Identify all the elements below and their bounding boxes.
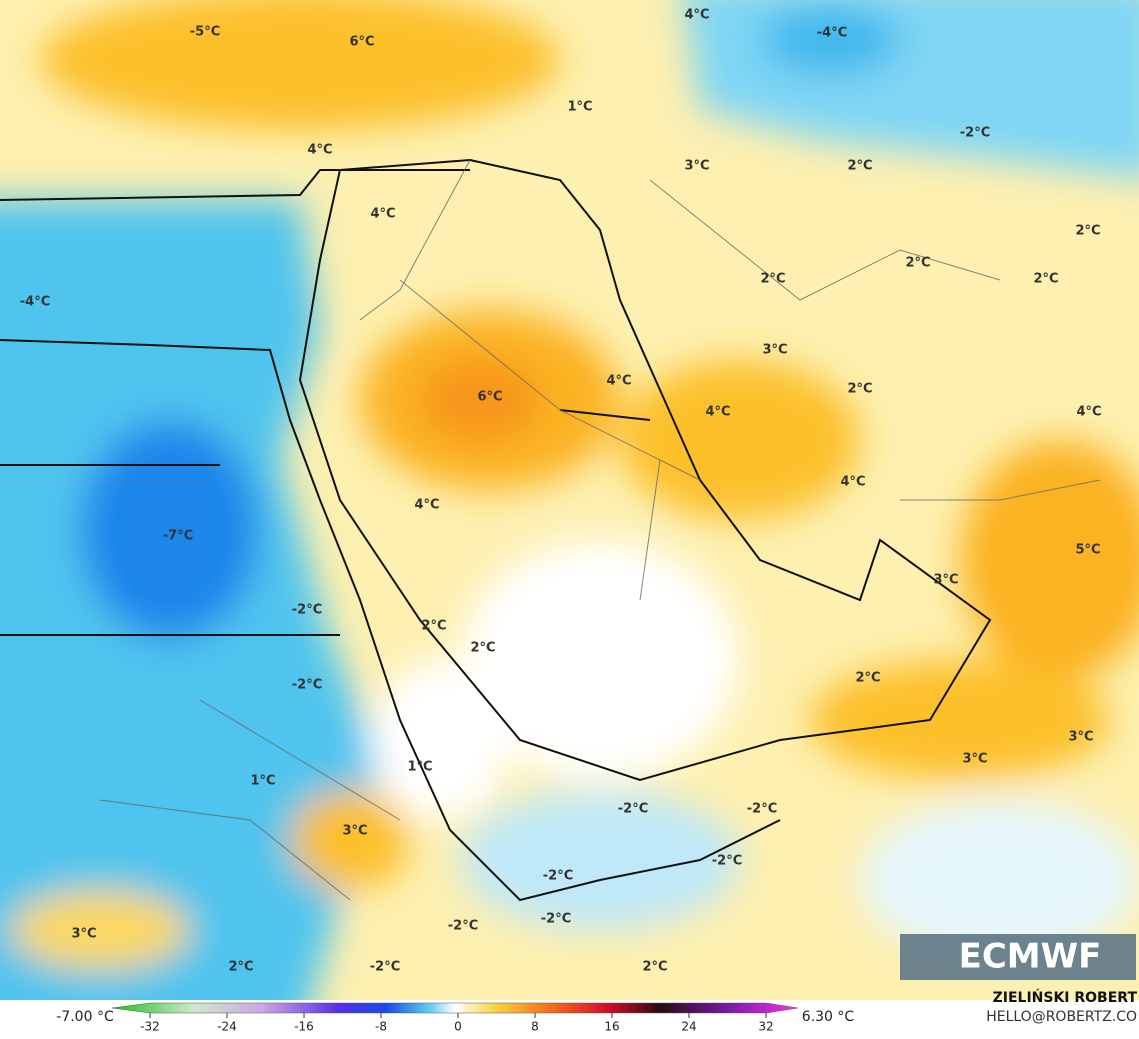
map-label: -2°C — [541, 912, 571, 927]
map-label: 2°C — [760, 272, 785, 287]
map-label: -5°C — [190, 25, 220, 40]
map-label: 2°C — [847, 382, 872, 397]
map-label: -4°C — [20, 295, 50, 310]
map-label: 1°C — [407, 760, 432, 775]
map-label: 2°C — [470, 641, 495, 656]
map-label: 3°C — [933, 573, 958, 588]
map-label: -2°C — [747, 802, 777, 817]
map-label: -2°C — [292, 678, 322, 693]
map-label: 4°C — [414, 498, 439, 513]
map-label: 4°C — [606, 374, 631, 389]
contact: HELLO@ROBERTZ.CO — [986, 1009, 1137, 1025]
map-label: 3°C — [684, 159, 709, 174]
map-label: 3°C — [71, 927, 96, 942]
map-label: 3°C — [1068, 730, 1093, 745]
map-label: -2°C — [370, 960, 400, 975]
map-label: -2°C — [712, 854, 742, 869]
map-label: -2°C — [960, 126, 990, 141]
colorbar-tick-label: 0 — [454, 1020, 462, 1034]
map-label: 2°C — [421, 619, 446, 634]
colorbar-tick-label: -8 — [375, 1020, 387, 1034]
map-label: 3°C — [762, 343, 787, 358]
map-label: -2°C — [618, 802, 648, 817]
logo-box — [900, 934, 1136, 980]
colorbar-tick-label: 16 — [604, 1020, 619, 1034]
map-label: 2°C — [1075, 224, 1100, 239]
map-label: 2°C — [228, 960, 253, 975]
author: ZIELIŃSKI ROBERT — [993, 988, 1138, 1006]
map-label: 4°C — [370, 207, 395, 222]
map-label: 1°C — [567, 100, 592, 115]
colorbar — [111, 1002, 799, 1014]
map-label: -4°C — [817, 26, 847, 41]
max-label: 6.30 °C — [802, 1009, 855, 1025]
map-label: 2°C — [905, 256, 930, 271]
colorbar-tick-label: 24 — [681, 1020, 696, 1034]
map-label: 2°C — [855, 671, 880, 686]
min-label: -7.00 °C — [56, 1009, 114, 1025]
map-label: 3°C — [962, 752, 987, 767]
map-label: 5°C — [1075, 543, 1100, 558]
colorbar-tick-label: -24 — [217, 1020, 237, 1034]
map-label: 4°C — [1076, 405, 1101, 420]
map-label: 2°C — [1033, 272, 1058, 287]
map-label: 1°C — [250, 774, 275, 789]
map-label: -2°C — [543, 869, 573, 884]
colorbar-tick-label: -16 — [294, 1020, 314, 1034]
map-label: -2°C — [292, 603, 322, 618]
colorbar-tick-label: 8 — [531, 1020, 539, 1034]
map-label: 2°C — [642, 960, 667, 975]
map-label: -2°C — [448, 919, 478, 934]
map-label: 4°C — [684, 8, 709, 23]
map-label: 4°C — [840, 475, 865, 490]
map-label: 3°C — [342, 824, 367, 839]
map-label: 6°C — [477, 390, 502, 405]
map-label: 4°C — [307, 143, 332, 158]
map-label: 2°C — [847, 159, 872, 174]
map-label: 4°C — [705, 405, 730, 420]
logo: ECMWF — [959, 937, 1102, 977]
map-label: 6°C — [349, 35, 374, 50]
map-label: -7°C — [163, 529, 193, 544]
colorbar-tick-label: -32 — [140, 1020, 160, 1034]
colorbar-tick-label: 32 — [758, 1020, 773, 1034]
